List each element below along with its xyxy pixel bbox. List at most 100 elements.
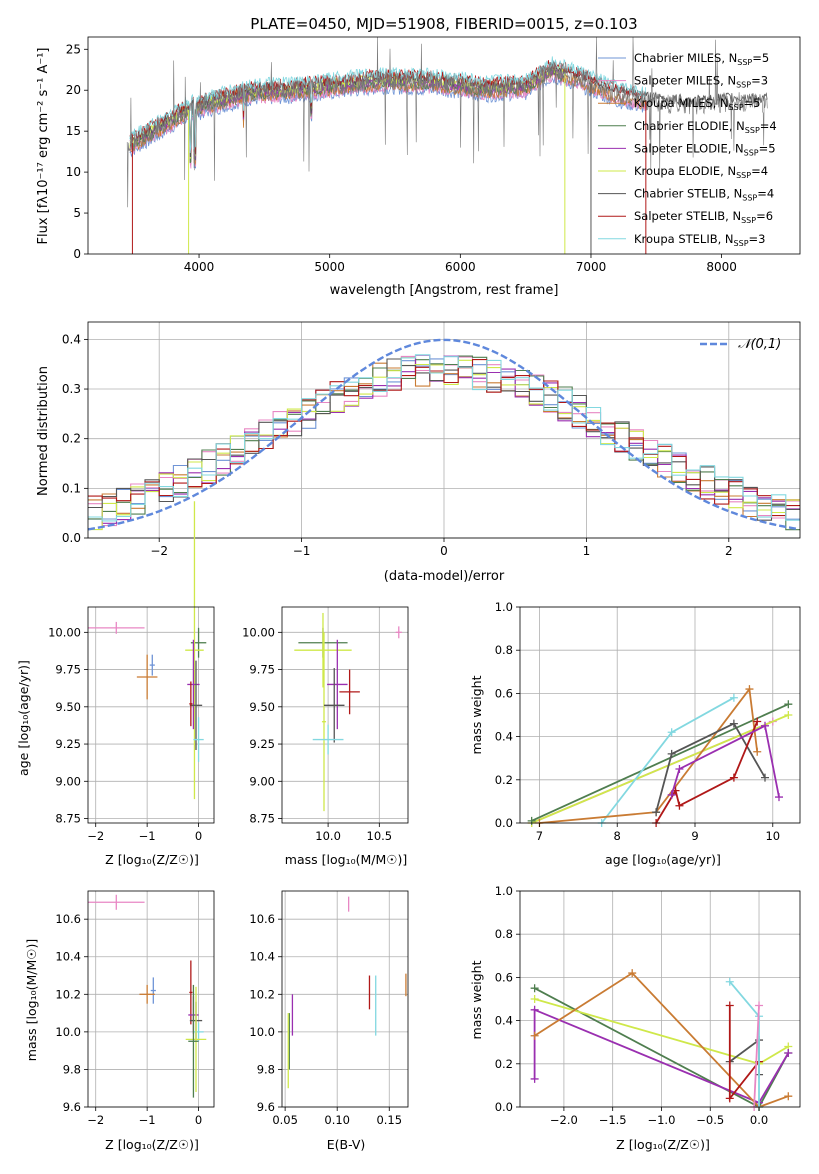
mass-weight-marker (761, 721, 769, 730)
legend-label: Kroupa MILES, NSSP=5 (634, 96, 760, 112)
age-vs-metallicity-panel: −2 −1 0 8.75 9.00 9.25 9.50 9.75 10.00 (48, 501, 215, 843)
error-bar-point (88, 894, 145, 910)
mass-weight-marker (667, 749, 676, 758)
error-bar-point (185, 986, 207, 1092)
mass-weight-marker (761, 773, 769, 782)
ageZ-xlabel: Z [log₁₀(Z/Z☉)] (105, 852, 199, 867)
spectrum-model-line (129, 75, 646, 169)
y-tick-label: 0.2 (62, 432, 81, 446)
x-tick-label: 0 (195, 829, 202, 843)
legend-label: Salpeter MILES, NSSP=3 (634, 74, 768, 90)
data-marks (294, 612, 402, 812)
mass-weight-line (531, 703, 789, 822)
y-tick-label: 0.4 (62, 332, 81, 346)
axis-frame: 10.0 10.5 8.75 9.00 9.25 9.50 9.75 10.00 (242, 606, 409, 843)
y-tick-label: 0.8 (495, 643, 513, 657)
y-tick-label: 1.0 (495, 600, 513, 614)
residual-histogram-step (88, 354, 800, 522)
error-bar-point (185, 501, 204, 800)
y-tick-label: 10.2 (249, 987, 275, 1001)
mZ-ylabel: mass [log₁₀(M/M☉)] (24, 939, 39, 1061)
mass-weight-marker (729, 693, 738, 702)
spectrum-ylabel: Flux [fλ10⁻¹⁷ erg cm⁻² s⁻¹ A⁻¹] (36, 48, 51, 245)
x-tick-label: 1 (583, 544, 591, 558)
y-tick-label: 0.0 (495, 816, 513, 830)
y-tick-label: 0.2 (495, 773, 513, 787)
y-tick-label: 9.6 (63, 1100, 81, 1114)
x-tick-label: −2.0 (550, 1113, 578, 1127)
y-tick-label: 10.4 (55, 950, 81, 964)
mass-weight-marker (729, 719, 738, 728)
ageZ-ylabel: age [log₁₀(age/yr)] (16, 660, 31, 776)
mass-weight-marker (725, 977, 734, 986)
error-bar-point (189, 660, 203, 751)
y-tick-label: 8.75 (249, 812, 275, 826)
mass-weight-line (531, 714, 789, 824)
mass-weight-marker (784, 700, 793, 709)
x-tick-label: −2 (87, 829, 104, 843)
y-tick-label: 0.0 (62, 531, 81, 545)
error-bar-point (88, 621, 145, 634)
mass-weight-marker (784, 711, 793, 719)
grid-lines (282, 607, 408, 823)
data-marks (126, 37, 768, 254)
legend-label: Chabrier MILES, NSSP=5 (634, 51, 769, 67)
y-tick-label: 0.1 (62, 481, 81, 495)
mass-weight-marker (753, 717, 762, 726)
legend-label: Salpeter ELODIE, NSSP=5 (634, 141, 776, 157)
legend-label: Salpeter STELIB, NSSP=6 (634, 209, 773, 225)
grid-lines (282, 891, 408, 1108)
y-tick-label: 10 (66, 165, 81, 179)
residuals-legend: 𝒩(0,1) (700, 337, 781, 352)
mass-weight-marker (675, 765, 684, 773)
gaussian-curve (87, 338, 798, 531)
x-tick-label: 2 (725, 544, 733, 558)
mass-weight-marker (530, 995, 539, 1003)
x-tick-label: −1 (139, 829, 156, 843)
y-tick-label: 25 (66, 42, 81, 56)
axes-spine (87, 36, 801, 255)
error-bar-point (395, 626, 402, 639)
massweight-vs-metallicity-panel: −2.0 −1.5 −1.0 −0.5 0.0 0.0 0.2 0.4 0.6 0.8 1.0 (495, 884, 801, 1127)
x-tick-label: −1.5 (599, 1113, 627, 1127)
mwAge-ylabel: mass weight (469, 675, 484, 754)
x-tick-label: −1 (293, 544, 311, 558)
x-tick-label: 8000 (706, 260, 737, 274)
mass-weight-marker (530, 1074, 539, 1083)
residual-histogram-step (88, 359, 800, 517)
error-bar-point (339, 669, 360, 715)
axes-spine (281, 606, 409, 824)
y-tick-label: 5 (73, 206, 81, 220)
mass-weight-marker (725, 1001, 734, 1010)
axes-spine (87, 606, 215, 824)
mass-vs-ebv-panel: 0.05 0.10 0.15 9.6 9.8 10.0 10.2 10.4 10.6 (249, 890, 409, 1127)
mass-weight-line (534, 971, 789, 1109)
spectrum-title: PLATE=0450, MJD=51908, FIBERID=0015, z=0… (250, 15, 637, 33)
error-bar-point (324, 668, 345, 743)
spectrum-legend: Chabrier MILES, NSSP=5 Salpeter MILES, NS… (598, 51, 777, 248)
mass-weight-marker (530, 1005, 539, 1014)
y-tick-label: 0.3 (62, 382, 81, 396)
mass-weight-marker (725, 1094, 734, 1103)
data-marks (88, 501, 207, 800)
y-tick-label: 20 (66, 83, 81, 97)
spectrum-model-line (129, 71, 646, 169)
grid-lines (88, 891, 214, 1108)
residuals-xlabel: (data-model)/error (384, 569, 505, 584)
error-bar-point (327, 639, 348, 730)
y-tick-label: 9.8 (257, 1062, 275, 1076)
data-marks (87, 338, 800, 531)
axis-frame: 4000 5000 6000 7000 8000 0 5 10 15 20 25 (66, 36, 801, 274)
axis-frame: −2.0 −1.5 −1.0 −0.5 0.0 0.0 0.2 0.4 0.6 0.8 1.0 (495, 884, 801, 1127)
axis-frame: 0.05 0.10 0.15 9.6 9.8 10.0 10.2 10.4 10.6 (249, 890, 409, 1127)
x-tick-label: 0.0 (750, 1113, 768, 1127)
axes-spine (281, 890, 409, 1108)
x-tick-label: −0.5 (696, 1113, 724, 1127)
y-tick-label: 0.4 (495, 1014, 513, 1028)
y-tick-label: 0.0 (495, 1100, 513, 1114)
axes-spine (87, 890, 215, 1108)
legend-label: Chabrier ELODIE, NSSP=4 (634, 119, 777, 135)
error-bar-point (193, 717, 204, 762)
y-tick-label: 0.8 (495, 927, 513, 941)
